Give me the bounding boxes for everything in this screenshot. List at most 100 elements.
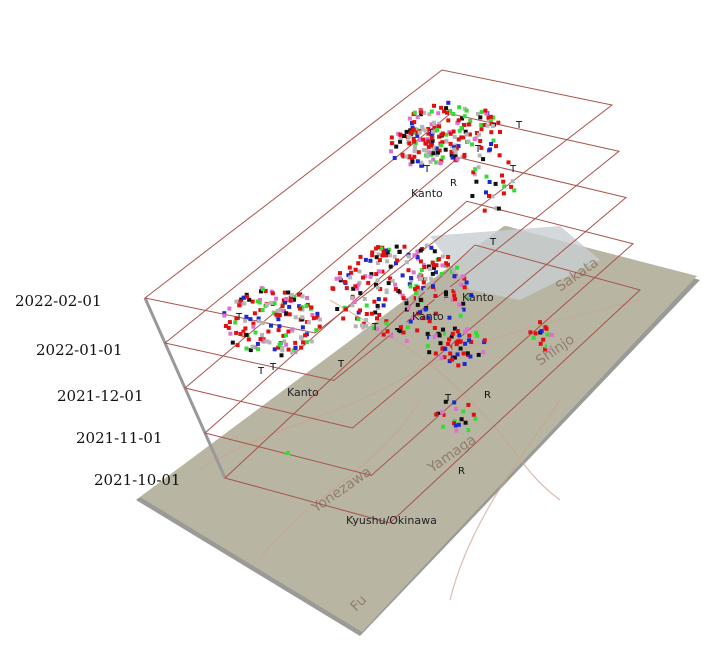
map-water	[430, 226, 600, 300]
event-dot	[454, 146, 459, 151]
event-dot	[374, 327, 379, 332]
event-dot	[272, 301, 277, 306]
layer-date: 2021-12-01	[57, 387, 143, 405]
event-dot	[284, 333, 288, 338]
event-dot	[451, 112, 456, 116]
event-dot	[448, 351, 453, 356]
event-dot	[464, 132, 469, 137]
event-dot	[445, 110, 449, 115]
event-dot	[432, 249, 437, 254]
event-dot	[415, 159, 420, 164]
event-dot	[429, 136, 434, 141]
event-dot	[369, 272, 374, 277]
event-dot	[459, 282, 464, 287]
event-dot	[381, 250, 386, 254]
event-dot	[454, 428, 459, 433]
event-dot	[429, 132, 434, 137]
event-dot	[471, 412, 476, 417]
event-dot	[408, 319, 413, 324]
event-dot	[431, 149, 436, 153]
region-label: Kyushu/Okinawa	[346, 514, 437, 527]
event-dot	[419, 268, 424, 272]
event-dot	[485, 123, 490, 128]
event-dot	[248, 317, 253, 322]
event-dot	[277, 324, 282, 329]
event-dot	[288, 298, 293, 303]
time-layer	[224, 244, 641, 524]
event-dot	[389, 149, 393, 154]
event-dot	[444, 132, 449, 137]
event-dot	[453, 149, 458, 154]
event-dot	[315, 315, 320, 320]
event-dot	[244, 314, 249, 319]
event-dot	[364, 318, 369, 322]
event-dot	[452, 293, 457, 298]
marker-label: T	[509, 164, 517, 175]
event-dot	[260, 287, 265, 292]
event-dot	[461, 301, 466, 306]
event-dot	[469, 340, 474, 344]
event-dot	[269, 300, 274, 305]
event-dot	[446, 255, 451, 259]
event-dot	[300, 325, 305, 330]
event-dot	[362, 330, 366, 335]
event-dot	[406, 134, 411, 139]
event-dot	[338, 271, 342, 276]
event-dot	[364, 303, 369, 308]
event-dot	[462, 428, 467, 433]
event-dot	[237, 303, 242, 308]
event-dot	[389, 334, 394, 338]
event-dot	[402, 134, 406, 138]
event-dot	[491, 138, 496, 143]
event-dot	[419, 163, 424, 168]
event-dot	[243, 326, 248, 331]
event-dot	[422, 265, 427, 269]
event-dot	[276, 317, 281, 322]
event-dot	[416, 150, 421, 155]
event-dot	[252, 311, 257, 316]
event-dot	[447, 359, 452, 364]
event-dot	[452, 400, 457, 405]
event-dot	[407, 254, 411, 259]
event-dot	[375, 278, 380, 283]
event-dot	[227, 320, 232, 325]
event-dot	[426, 139, 431, 144]
event-dot	[292, 295, 297, 300]
event-dot	[233, 320, 238, 325]
event-dot	[386, 281, 391, 286]
event-dot	[356, 310, 361, 315]
event-dot	[424, 292, 429, 297]
event-dot	[444, 298, 449, 302]
event-dot	[230, 340, 235, 345]
event-dot	[247, 297, 252, 302]
event-dot	[437, 121, 442, 126]
event-dot	[545, 332, 550, 337]
event-dot	[446, 341, 451, 346]
event-dot	[434, 263, 439, 268]
event-dot	[459, 126, 464, 131]
event-dot	[474, 330, 479, 335]
event-dot	[467, 338, 472, 343]
event-dot	[303, 333, 308, 338]
event-dot	[453, 423, 458, 428]
event-dot	[528, 330, 533, 335]
event-dot	[415, 302, 420, 307]
event-dot	[439, 356, 444, 361]
event-dot	[432, 103, 436, 108]
event-dot	[245, 294, 250, 299]
event-dot	[452, 418, 457, 423]
event-dot	[449, 144, 454, 149]
event-dot	[397, 338, 402, 343]
event-dot	[415, 285, 420, 290]
event-dot	[394, 244, 399, 249]
event-dot	[356, 261, 361, 266]
event-dot	[444, 139, 449, 144]
event-dot	[460, 274, 465, 279]
event-dot	[451, 129, 456, 134]
event-dot	[434, 298, 439, 303]
layer-date: 2021-11-01	[76, 429, 162, 447]
event-dot	[243, 318, 248, 323]
event-dot	[482, 123, 487, 127]
event-dot	[377, 258, 382, 263]
event-dot	[253, 345, 258, 350]
